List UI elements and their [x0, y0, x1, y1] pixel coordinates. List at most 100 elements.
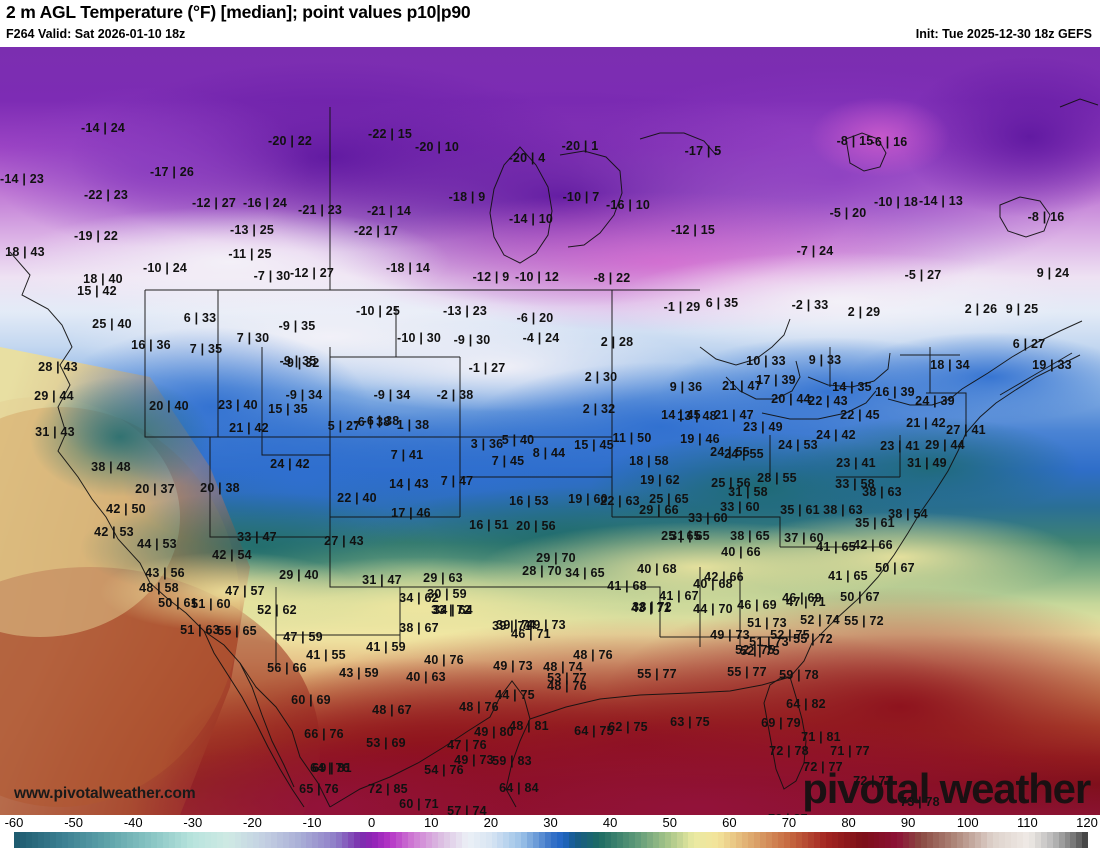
colorbar-segment	[1010, 832, 1017, 848]
colorbar-segment	[169, 832, 176, 848]
colorbar-segment	[306, 832, 313, 848]
colorbar-segment	[151, 832, 158, 848]
colorbar-segment	[1040, 832, 1047, 848]
colorbar-segment	[825, 832, 832, 848]
site-url-watermark: www.pivotalweather.com	[14, 785, 196, 802]
colorbar-segment	[437, 832, 444, 848]
colorbar-segment	[133, 832, 140, 848]
colorbar-segment	[413, 832, 420, 848]
colorbar-segment	[222, 832, 229, 848]
colorbar-segment	[443, 832, 450, 848]
colorbar-segment	[915, 832, 922, 848]
colorbar-segment	[807, 832, 814, 848]
colorbar-segment	[760, 832, 767, 848]
colorbar-segment	[491, 832, 498, 848]
colorbar-segment	[569, 832, 576, 848]
colorbar-segment	[396, 832, 402, 848]
colorbar-segment	[610, 832, 617, 848]
colorbar-segment	[342, 832, 349, 848]
colorbar-segment	[240, 832, 247, 848]
colorbar-segment	[563, 832, 570, 848]
colorbar-segment	[664, 832, 671, 848]
colorbar-segment	[312, 832, 319, 848]
colorbar-segment	[73, 832, 80, 848]
colorbar-tick-labels: -60 -50 -40 -30 -20 -10 0 10 20 30 40 50 60 70 80 90 100…	[0, 815, 1100, 832]
colorbar-segment	[581, 832, 587, 848]
colorbar-segment	[742, 832, 749, 848]
colorbar-segment	[121, 832, 128, 848]
colorbar-segment	[324, 832, 331, 848]
colorbar-segment	[951, 832, 958, 848]
colorbar-segment	[210, 832, 217, 848]
colorbar-segment	[300, 832, 307, 848]
colorbar-segment	[515, 832, 522, 848]
colorbar-tick: 110	[1017, 815, 1038, 830]
colorbar-segment	[592, 832, 599, 848]
colorbar-segment	[1052, 832, 1059, 848]
colorbar-segment	[891, 832, 898, 848]
colorbar-segment	[718, 832, 725, 848]
colorbar-segment	[957, 832, 964, 848]
colorbar-segment	[676, 832, 683, 848]
colorbar-tick: 100	[956, 815, 979, 830]
colorbar-segment	[234, 832, 241, 848]
colorbar-segment	[1022, 832, 1029, 848]
colorbar-segment	[109, 832, 116, 848]
colorbar-segment	[330, 832, 337, 848]
colorbar-segment	[378, 832, 385, 848]
colorbar-segment	[801, 832, 808, 848]
colorbar-segment	[575, 832, 582, 848]
colorbar-segment	[31, 832, 38, 848]
colorbar-segment	[909, 832, 916, 848]
colorbar-segment	[921, 832, 928, 848]
colorbar-segment	[1034, 832, 1041, 848]
map-header: 2 m AGL Temperature (°F) [median]; point…	[0, 0, 1100, 47]
colorbar-segment	[85, 832, 92, 848]
colorbar-segment	[539, 832, 546, 848]
colorbar-segment	[587, 832, 593, 848]
colorbar-segment	[503, 832, 510, 848]
colorbar-segment	[980, 832, 987, 848]
colorbar-segment	[897, 832, 904, 848]
colorbar-segment	[789, 832, 796, 848]
colorbar-segment	[855, 832, 862, 848]
colorbar-segment	[37, 832, 44, 848]
colorbar-segment	[658, 832, 665, 848]
colorbar-segment	[55, 832, 62, 848]
colorbar-segment	[628, 832, 635, 848]
colorbar-segment	[449, 832, 456, 848]
colorbar-segment	[228, 832, 235, 848]
colorbar-segment	[199, 832, 205, 848]
colorbar-tick: 90	[900, 815, 916, 830]
colorbar-segment	[354, 832, 361, 848]
colorbar-segment	[258, 832, 265, 848]
colorbar-segment	[700, 832, 707, 848]
colorbar-segment	[127, 832, 134, 848]
temperature-map[interactable]: -14 | 24 -14 | 23 -17 | 26 -22 | 23 -12 | 27…	[0, 47, 1100, 815]
colorbar-segment	[372, 832, 379, 848]
colorbar-segment	[813, 832, 820, 848]
colorbar-segment	[61, 832, 68, 848]
colorbar-tick: -10	[302, 815, 322, 830]
colorbar-segment	[1082, 832, 1089, 848]
colorbar-segment	[706, 832, 713, 848]
colorbar-tick: 40	[602, 815, 618, 830]
colorbar-segment	[879, 832, 886, 848]
colorbar-segment	[175, 832, 182, 848]
colorbar-segment	[336, 832, 343, 848]
colorbar-segment	[264, 832, 271, 848]
colorbar-segment	[688, 832, 695, 848]
colorbar-segment	[360, 832, 367, 848]
colorbar-segment	[479, 832, 486, 848]
colorbar-tick: 30	[543, 815, 558, 830]
colorbar-segment	[682, 832, 689, 848]
colorbar-segment	[14, 832, 20, 848]
colorbar-segment	[861, 832, 868, 848]
map-geography-outlines	[9, 98, 1099, 808]
colorbar-segment	[646, 832, 653, 848]
colorbar-segment	[604, 832, 611, 848]
colorbar-segment	[425, 832, 432, 848]
colorbar-segment	[163, 832, 170, 848]
colorbar-segment	[79, 832, 86, 848]
colorbar-tick: 60	[722, 815, 737, 830]
